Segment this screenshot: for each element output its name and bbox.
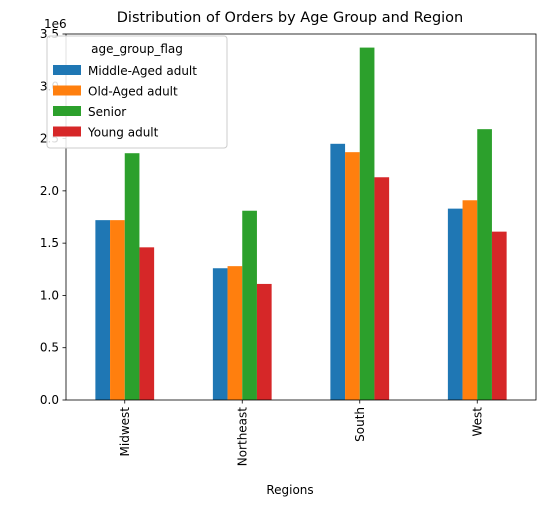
bar-young-adult-west: [491, 231, 507, 400]
legend-swatch: [53, 126, 81, 137]
bar-senior-northeast: [242, 210, 257, 400]
legend-swatch: [53, 65, 81, 75]
bar-middle-aged-adult-northeast: [212, 268, 228, 400]
bar-middle-aged-adult-south: [330, 143, 346, 401]
bar-senior-midwest: [124, 153, 140, 400]
bar-old-aged-adult-west: [462, 200, 478, 400]
bar-middle-aged-adult-midwest: [95, 220, 111, 400]
legend-entry: Senior: [88, 105, 126, 119]
bar-old-aged-adult-northeast: [227, 266, 243, 400]
legend-entry: Old-Aged adult: [88, 85, 178, 99]
x-axis-label: Regions: [266, 483, 313, 497]
bar-middle-aged-adult-west: [447, 208, 463, 400]
plot-area: 0.00.51.01.52.02.53.03.5MidwestNortheast…: [40, 27, 537, 467]
bar-senior-south: [359, 47, 375, 401]
bar-young-adult-northeast: [256, 283, 272, 400]
legend-box: [46, 35, 228, 149]
y-scale-label: 1e6: [44, 17, 67, 31]
legend-title: age_group_flag: [91, 42, 183, 56]
y-tick-label: 1.5: [40, 236, 59, 250]
legend: age_group_flag Middle-Aged adult Old-Aged …: [46, 35, 228, 149]
legend-entry: Middle-Aged adult: [88, 64, 197, 78]
bar-young-adult-midwest: [139, 247, 155, 400]
x-tick-label: Midwest: [118, 407, 132, 457]
legend-swatch: [53, 85, 81, 96]
x-tick-label: Northeast: [235, 407, 249, 467]
y-tick-label: 0.5: [40, 341, 59, 355]
chart-title: Distribution of Orders by Age Group and …: [117, 10, 464, 26]
y-tick-label: 0.0: [40, 393, 59, 407]
bar-old-aged-adult-south: [345, 152, 360, 400]
legend-entry: Young adult: [87, 126, 159, 140]
bar-old-aged-adult-midwest: [110, 220, 125, 400]
bar-young-adult-south: [374, 177, 390, 400]
legend-swatch: [53, 106, 81, 116]
x-tick-label: West: [470, 407, 484, 437]
x-tick-label: South: [353, 407, 367, 442]
y-tick-label: 1.0: [40, 288, 59, 302]
bar-senior-west: [477, 129, 492, 400]
y-tick-label: 2.0: [40, 184, 59, 198]
axes-frame: [65, 33, 537, 401]
